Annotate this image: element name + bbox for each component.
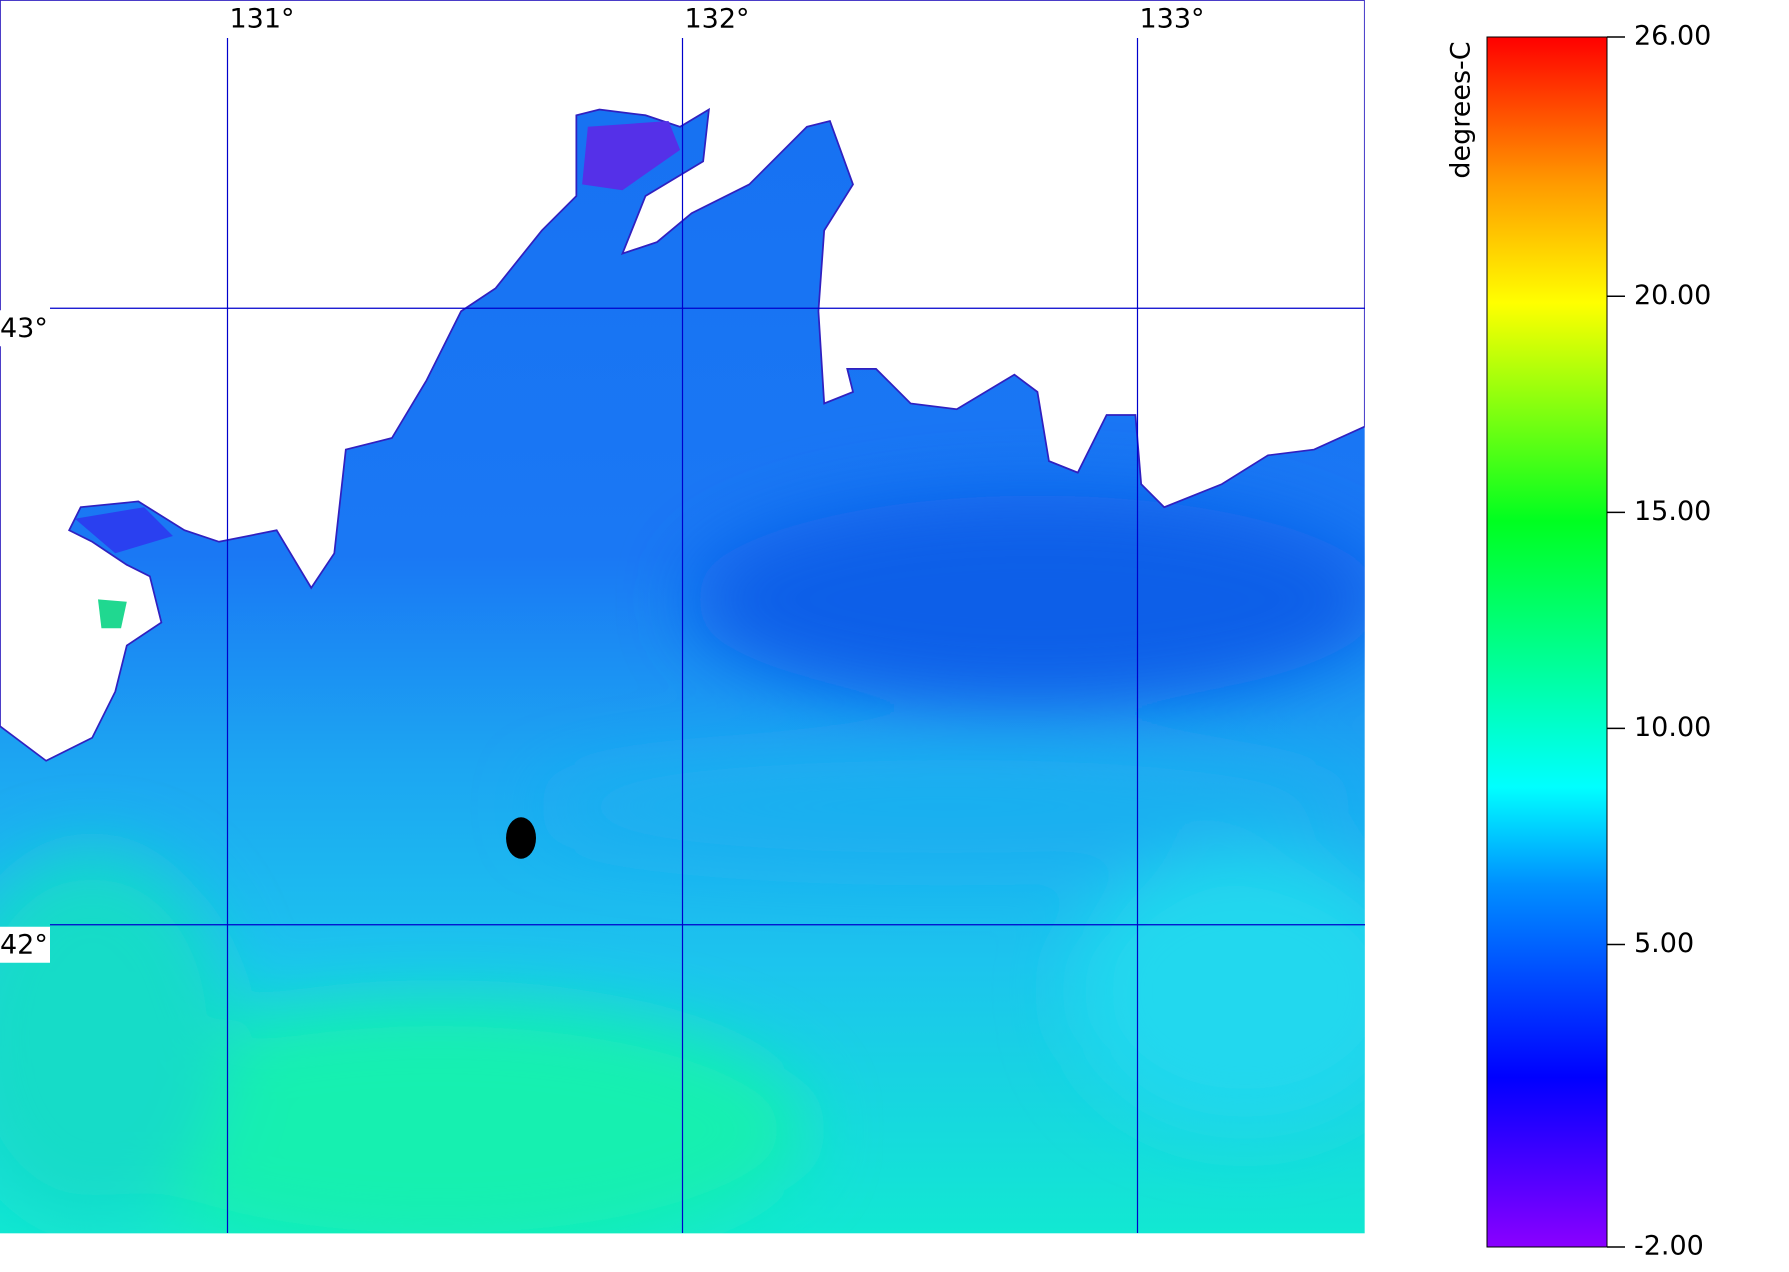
map-image: [0, 0, 1365, 1234]
colorbar: [1486, 36, 1608, 1248]
colorbar-tick-label: 10.00: [1634, 712, 1711, 743]
longitude-label: 131°: [230, 4, 295, 35]
colorbar-tick-label: -2.00: [1634, 1231, 1704, 1262]
colorbar-tick-label: 15.00: [1634, 496, 1711, 527]
colorbar-tick-label: 5.00: [1634, 928, 1694, 959]
longitude-label: 132°: [685, 4, 750, 35]
colorbar-tick-label: 20.00: [1634, 280, 1711, 311]
latitude-label-bg: [0, 310, 50, 347]
longitude-label: 133°: [1140, 4, 1205, 35]
colorbar-label: degrees-C: [1446, 41, 1477, 178]
latitude-label: 43°: [0, 313, 48, 344]
latitude-label: 42°: [0, 929, 48, 960]
colorbar-tick-label: 26.00: [1634, 21, 1711, 52]
latitude-label-bg: [0, 926, 50, 963]
